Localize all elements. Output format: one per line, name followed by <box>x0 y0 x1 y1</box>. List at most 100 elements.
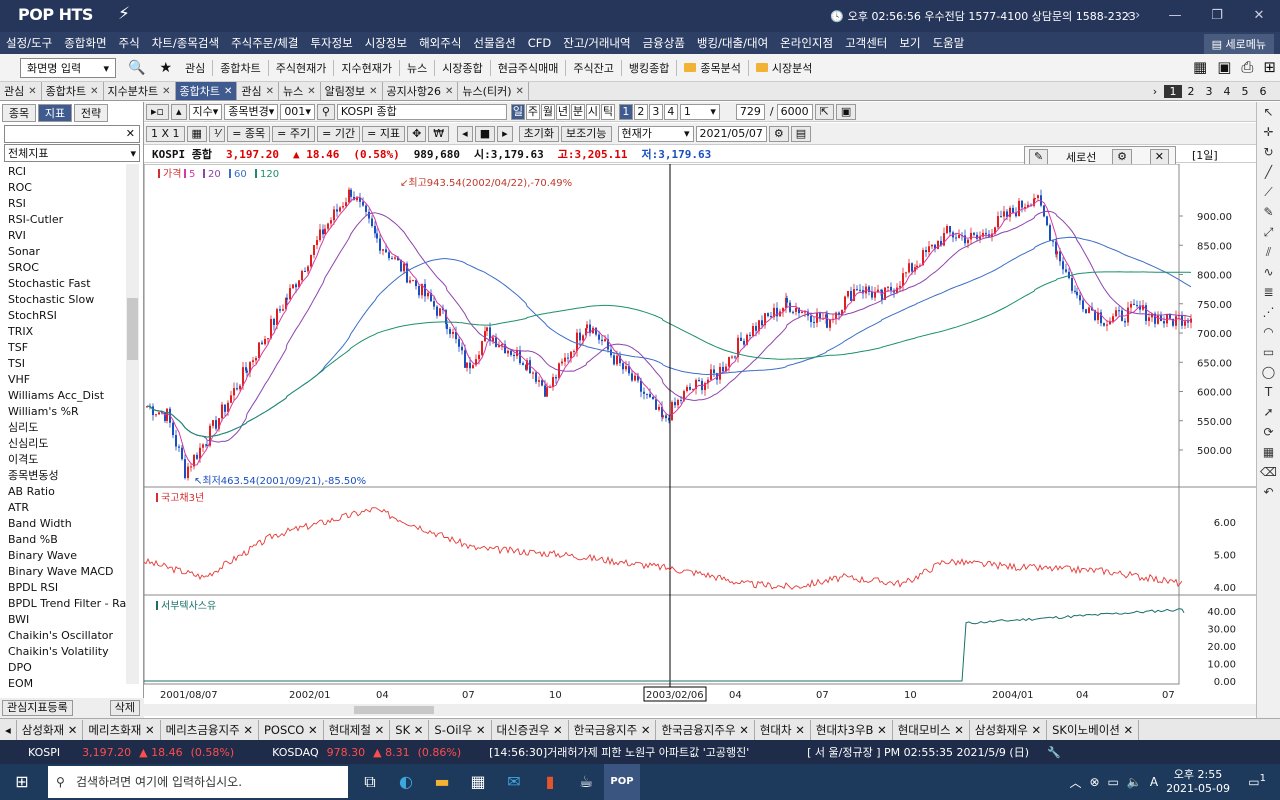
refresh-icon[interactable]: ↻ <box>1263 145 1274 159</box>
menu-item[interactable]: 차트/종목검색 <box>151 36 220 50</box>
period-week[interactable]: 주 <box>525 103 540 120</box>
indicator-list-item[interactable]: RCI <box>8 165 27 178</box>
arrow-right-icon[interactable]: › <box>1152 84 1158 98</box>
stock-tab[interactable]: 현대차 ✕ <box>755 719 811 740</box>
close-icon[interactable]: ✕ <box>307 85 316 97</box>
indicator-list-item[interactable]: TSI <box>8 357 25 370</box>
indicator-search-input[interactable]: ✕ <box>4 125 140 143</box>
stock-tab[interactable]: POSCO ✕ <box>259 719 324 740</box>
volume-icon[interactable]: 🔈 <box>1126 775 1142 789</box>
calculator-icon[interactable]: ▦ <box>1193 58 1208 76</box>
reset-button[interactable]: 초기화 <box>518 125 560 142</box>
indicator-list-item[interactable]: Band %B <box>8 533 58 546</box>
won-icon[interactable]: ₩ <box>428 125 450 142</box>
menu-item[interactable]: CFD <box>527 36 552 50</box>
fib-icon[interactable]: ≣ <box>1263 285 1274 299</box>
market-type-select[interactable]: 지수 ▾ <box>188 103 223 120</box>
indicator-list-item[interactable]: 종목변동성 <box>8 469 59 482</box>
close-icon[interactable]: ✕ <box>445 85 454 97</box>
indicator-list-item[interactable]: EOM <box>8 677 34 690</box>
minimize-icon[interactable]: — <box>1168 7 1182 23</box>
indicator-list-item[interactable]: RSI <box>8 197 26 210</box>
page-number[interactable]: 6 <box>1259 84 1267 98</box>
window-tab[interactable]: 종합차트 ✕ <box>41 82 104 100</box>
search-icon[interactable]: ⚲ <box>316 103 335 120</box>
indicator-list-item[interactable]: 심리도 <box>8 421 39 434</box>
star-icon[interactable]: ★ <box>159 60 172 76</box>
menu-item[interactable]: 투자정보 <box>310 36 353 50</box>
page-number[interactable]: 1 <box>1164 84 1182 98</box>
change-stock-select[interactable]: 종목변경 ▾ <box>224 103 279 120</box>
page-number[interactable]: 5 <box>1241 84 1249 98</box>
toolbar-item[interactable]: 주식잔고 <box>573 62 614 75</box>
menu-item[interactable]: 도움말 <box>932 36 965 50</box>
tab-indicator[interactable]: 지표 <box>38 104 72 122</box>
stock-tab[interactable]: 메리츠금융지주 ✕ <box>161 719 259 740</box>
nav-left-icon[interactable]: ◂ <box>0 719 17 740</box>
count-input[interactable]: 729 <box>735 103 765 120</box>
period-month[interactable]: 월 <box>540 103 555 120</box>
indicator-list-item[interactable]: ATR <box>8 501 30 514</box>
period-tick[interactable]: 틱 <box>600 103 615 120</box>
delete-button[interactable]: 삭제 <box>109 700 140 716</box>
store-icon[interactable]: ▦ <box>470 772 486 791</box>
indicator-list-item[interactable]: RSI-Cutler <box>8 213 64 226</box>
indicator-list-item[interactable]: TSF <box>8 341 29 354</box>
grid-icon[interactable]: ▦ <box>1262 445 1275 459</box>
erase-icon[interactable]: ⌫ <box>1260 465 1277 479</box>
toolbar-item[interactable]: 뱅킹종합 <box>628 62 670 75</box>
next-icon[interactable]: ▸ <box>497 125 513 142</box>
menu-item[interactable]: 고객센터 <box>845 36 888 50</box>
stock-tab[interactable]: SK ✕ <box>390 719 430 740</box>
stock-button[interactable]: = 종목 <box>227 125 271 142</box>
tab-stock[interactable]: 종목 <box>2 104 36 122</box>
close-icon[interactable]: ✕ <box>1253 7 1265 23</box>
fan-icon[interactable]: ⋰ <box>1262 305 1275 319</box>
screen-name-input[interactable]: 화면명 입력 ▾ <box>20 58 116 78</box>
rect-icon[interactable]: ▭ <box>1262 345 1275 359</box>
mail-icon[interactable]: ✉ <box>507 772 521 791</box>
close-icon[interactable]: ✕ <box>515 85 524 97</box>
tab-strategy[interactable]: 전략 <box>74 104 108 122</box>
indicator-list-item[interactable]: Binary Wave <box>8 549 78 562</box>
period-hour[interactable]: 시 <box>585 103 600 120</box>
toolbar-item[interactable]: 종합차트 <box>220 62 261 75</box>
indicator-list-item[interactable]: SROC <box>8 261 39 274</box>
indicator-list-item[interactable]: BPDL Trend Filter - Raw <box>8 597 126 610</box>
monitor-icon[interactable]: ▭ <box>1107 775 1119 789</box>
text-icon[interactable]: T <box>1264 385 1273 399</box>
trend-icon[interactable]: ⤢ <box>1263 225 1274 239</box>
num-button[interactable]: 4 <box>663 103 678 120</box>
window-tab[interactable]: 관심 ✕ <box>0 82 42 100</box>
menu-item[interactable]: 종합화면 <box>64 36 107 50</box>
move-icon[interactable]: ✥ <box>407 125 427 142</box>
bolt-icon[interactable]: ⚡ <box>118 4 130 24</box>
toolbar-item[interactable]: 관심 <box>185 62 206 75</box>
num-button[interactable]: 2 <box>633 103 648 120</box>
indicator-list-item[interactable]: VHF <box>8 373 31 386</box>
taskbar-search-input[interactable]: ⚲ 검색하려면 여기에 입력하십시오. <box>48 766 348 798</box>
period-minute[interactable]: 분 <box>570 103 585 120</box>
menu-item[interactable]: 잔고/거래내역 <box>563 36 631 50</box>
file-explorer-icon[interactable]: ▬ <box>434 772 450 791</box>
wave-icon[interactable]: ∿ <box>1263 265 1274 279</box>
ray-icon[interactable]: ⟋ <box>1264 185 1273 199</box>
stock-tab[interactable]: 삼성화재 ✕ <box>17 719 84 740</box>
cycle-icon[interactable]: ⟳ <box>1263 425 1274 439</box>
layout-icon[interactable]: ▤ <box>790 125 812 142</box>
scroll-thumb[interactable] <box>127 298 138 360</box>
indicator-list-item[interactable]: Sonar <box>8 245 40 258</box>
network-icon[interactable]: ⊗ <box>1089 775 1100 789</box>
list-scrollbar[interactable] <box>126 164 139 684</box>
indicator-list-item[interactable]: StochRSI <box>8 309 57 322</box>
menu-item[interactable]: 뱅킹/대출/대여 <box>696 36 769 50</box>
window-tab-active[interactable]: 종합차트 ✕ <box>175 82 238 100</box>
close-icon[interactable]: ✕ <box>369 85 378 97</box>
cross-icon[interactable]: ✛ <box>1263 125 1274 139</box>
taskbar-clock[interactable]: 오후 2:55 2021-05-09 <box>1166 768 1230 796</box>
stock-tab[interactable]: 현대제철 ✕ <box>324 719 391 740</box>
stop-icon[interactable]: ■ <box>474 125 496 142</box>
close-icon[interactable]: ✕ <box>162 85 171 97</box>
indicator-list-item[interactable]: RVI <box>8 229 26 242</box>
pen-icon[interactable]: ✎ <box>1029 149 1049 165</box>
